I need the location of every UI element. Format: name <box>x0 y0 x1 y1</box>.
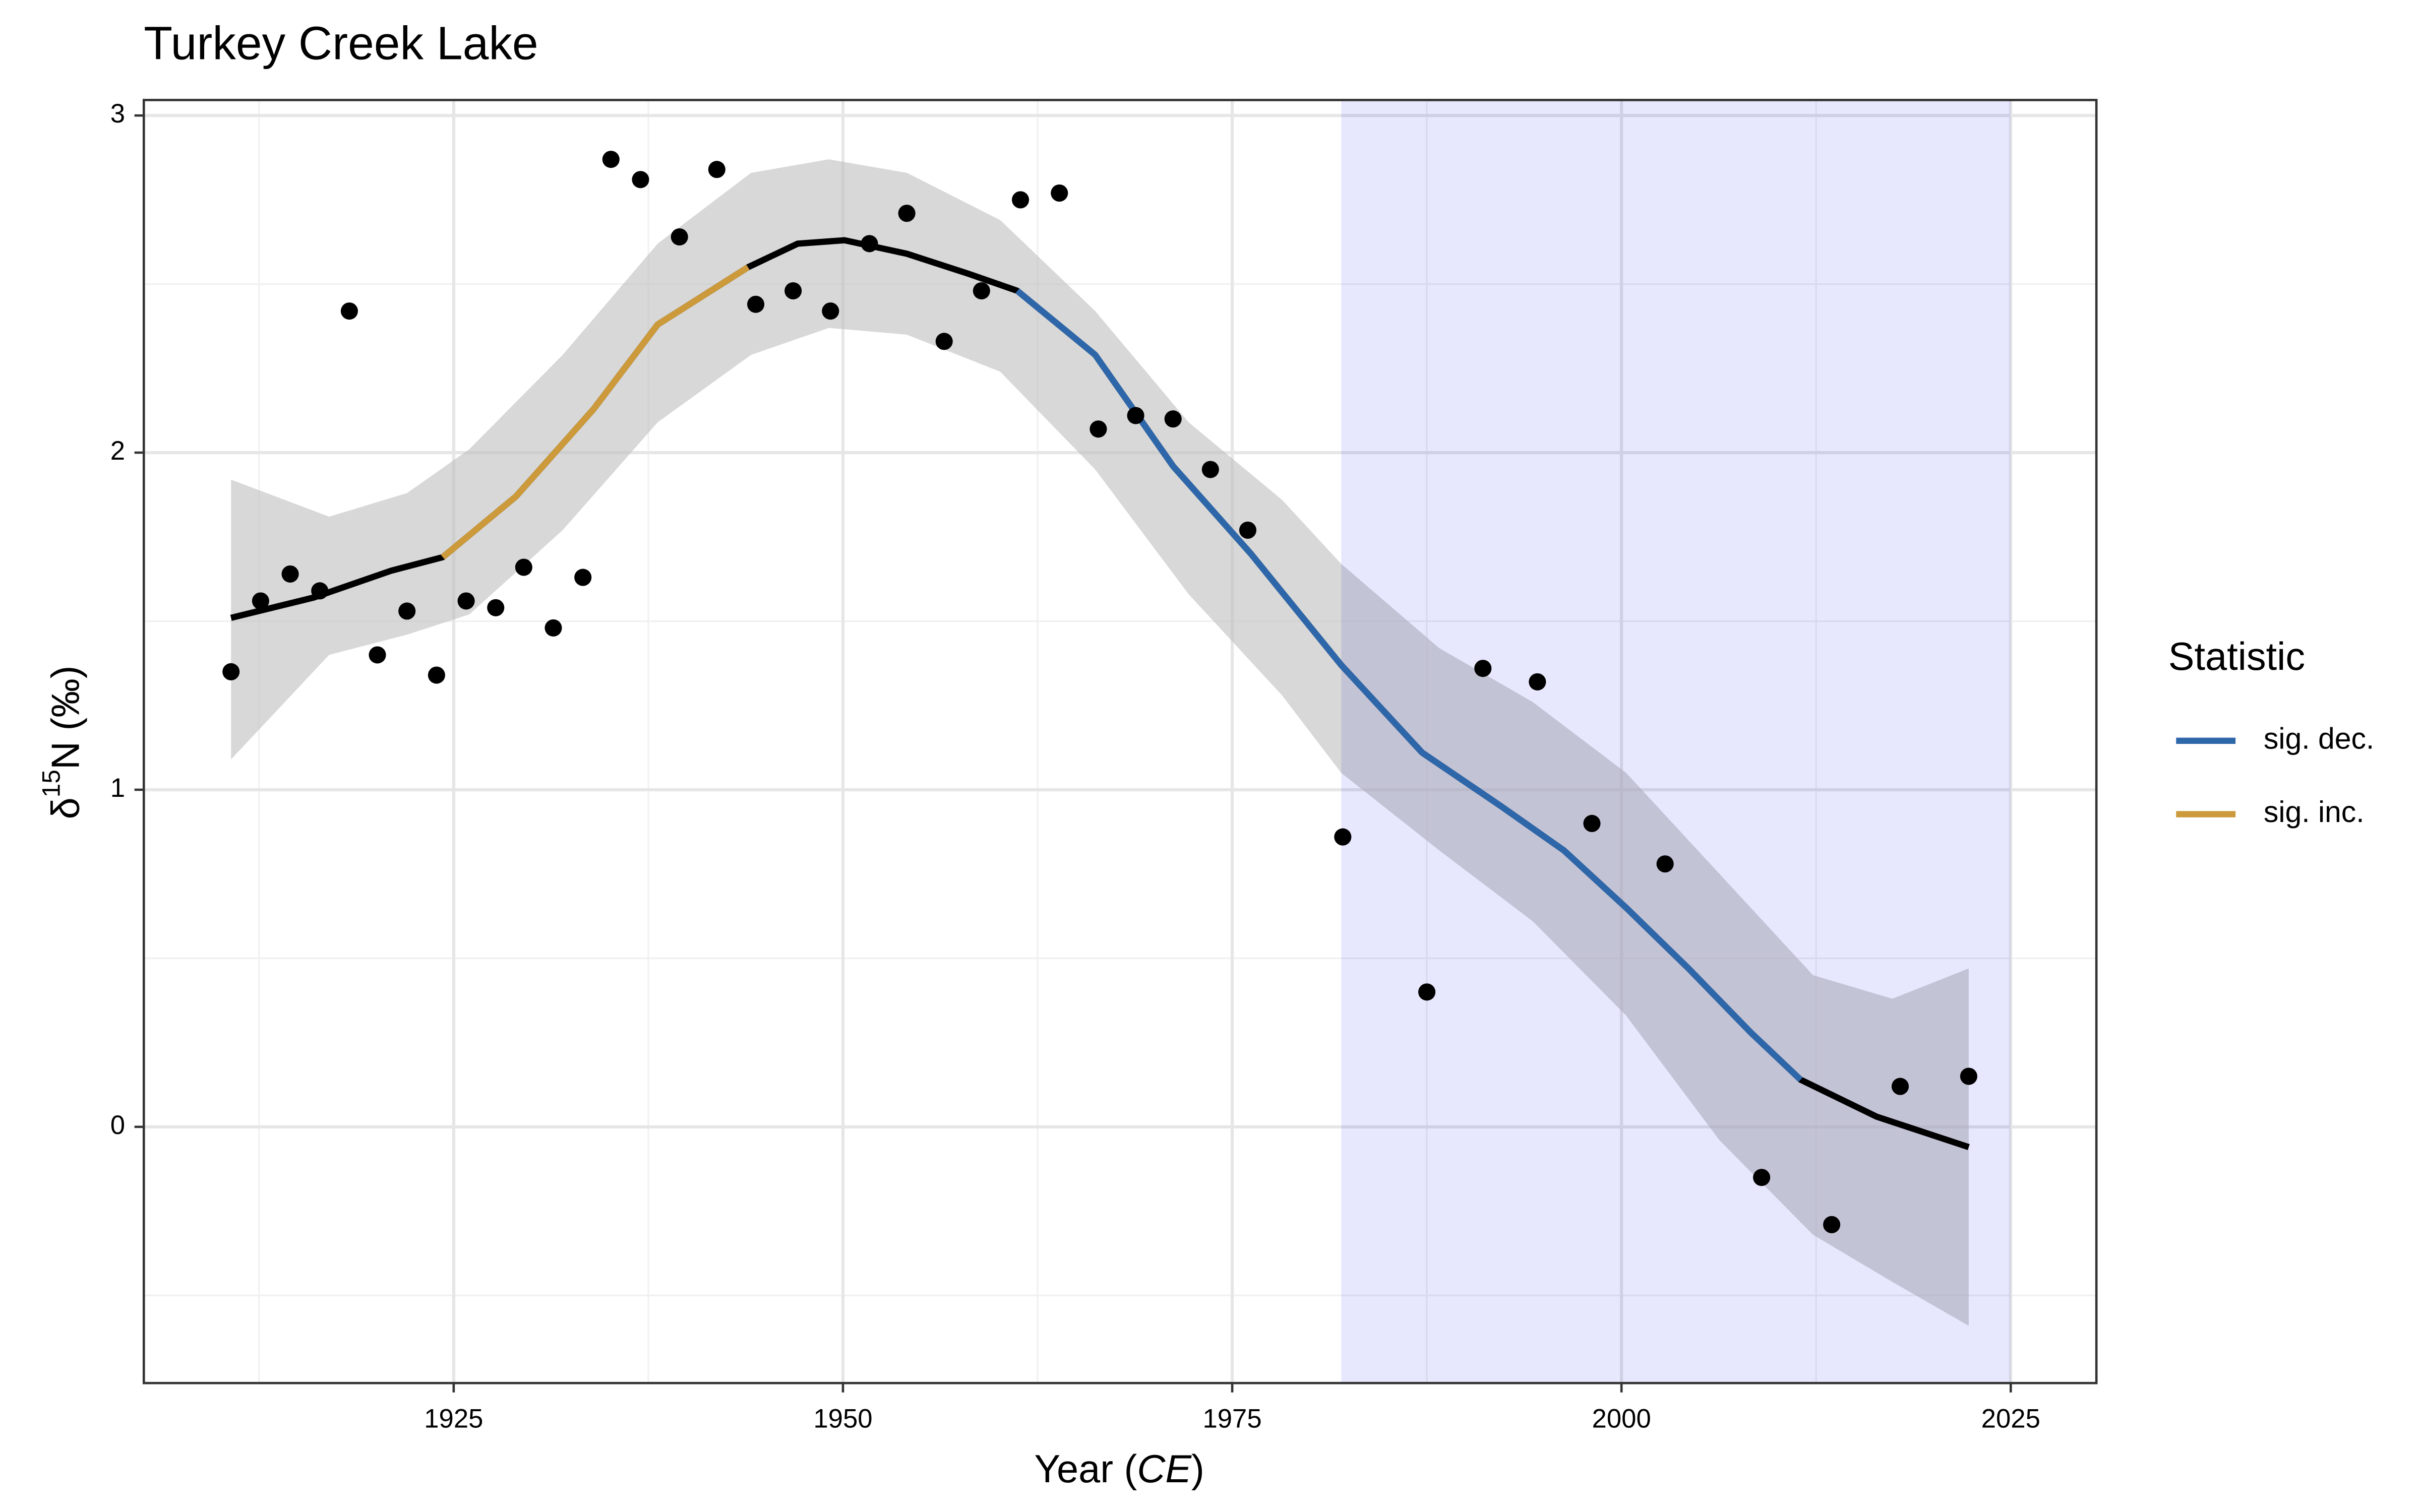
point <box>632 171 649 188</box>
x-title-italic: CE <box>1137 1447 1192 1491</box>
point <box>1656 855 1674 873</box>
point <box>671 228 688 246</box>
point <box>1090 420 1107 438</box>
point <box>1051 184 1068 202</box>
point <box>1164 410 1182 428</box>
point <box>1127 407 1144 424</box>
point <box>784 282 802 300</box>
point <box>1239 521 1257 539</box>
point <box>574 569 592 586</box>
x-tick-label: 2000 <box>1592 1404 1651 1434</box>
chart-title: Turkey Creek Lake <box>144 17 538 70</box>
point <box>898 205 916 222</box>
point <box>1583 814 1601 832</box>
point <box>973 282 990 300</box>
point <box>369 646 386 664</box>
point <box>1753 1169 1771 1186</box>
point <box>1334 828 1352 846</box>
x-tick-label: 1950 <box>813 1404 872 1434</box>
highlight-region <box>1341 100 2011 1383</box>
y-tick-label: 0 <box>110 1110 125 1140</box>
y-tick-label: 1 <box>110 773 125 803</box>
legend-label: sig. inc. <box>2264 796 2365 829</box>
y-tick-label: 2 <box>110 436 125 466</box>
point <box>515 558 532 576</box>
point <box>544 619 562 637</box>
panel-border <box>142 99 2098 1384</box>
point <box>1474 660 1492 677</box>
point <box>708 161 725 178</box>
point <box>1418 983 1436 1001</box>
point <box>457 592 475 610</box>
y-title-suffix: N (‰) <box>44 665 88 770</box>
y-title-superscript: 15 <box>37 770 66 797</box>
point <box>222 663 240 680</box>
x-title-text: Year ( <box>1034 1447 1137 1491</box>
point <box>1960 1067 1977 1085</box>
legend-label: sig. dec. <box>2264 722 2374 755</box>
point <box>1891 1078 1909 1095</box>
point <box>747 295 765 313</box>
point <box>1201 461 1219 478</box>
x-title-suffix: ) <box>1191 1447 1204 1491</box>
x-tick-label: 2025 <box>1981 1404 2040 1434</box>
point <box>340 302 358 320</box>
point <box>428 666 445 684</box>
x-tick-label: 1925 <box>424 1404 483 1434</box>
y-axis-title: δ15N (‰) <box>37 665 88 819</box>
point <box>252 592 269 610</box>
y-title-prefix: δ <box>44 797 88 819</box>
point <box>822 302 839 320</box>
point <box>1011 191 1030 209</box>
x-axis-title: Year (CE) <box>1034 1447 1204 1491</box>
point <box>1529 673 1546 690</box>
legend-title: Statistic <box>2168 635 2305 678</box>
point <box>935 333 953 350</box>
point <box>861 235 878 253</box>
point <box>311 582 329 600</box>
point <box>398 602 416 620</box>
point <box>281 565 299 583</box>
point <box>602 151 620 168</box>
x-tick-label: 1975 <box>1202 1404 1261 1434</box>
point <box>487 599 505 616</box>
point <box>1823 1216 1841 1233</box>
trend-segment <box>441 264 750 560</box>
trend-segment <box>1015 288 1803 1082</box>
y-tick-label: 3 <box>110 99 125 129</box>
